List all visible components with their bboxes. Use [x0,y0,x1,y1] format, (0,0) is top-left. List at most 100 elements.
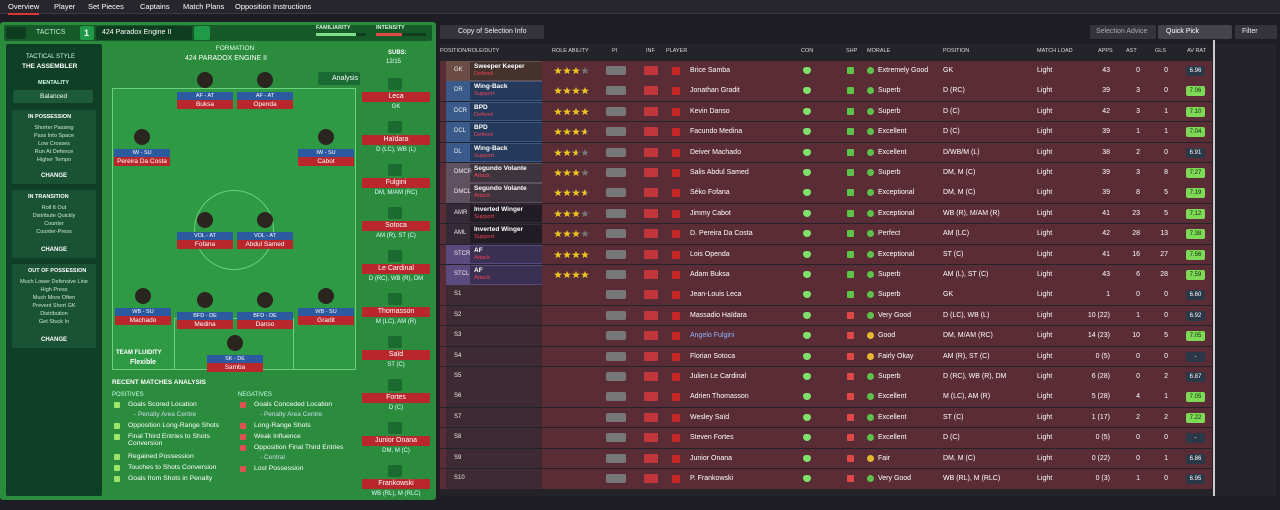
player-name[interactable]: Séko Fofana [690,189,730,197]
table-row[interactable] [440,142,1212,163]
table-row[interactable] [440,387,1212,407]
player-name[interactable]: Medina [177,320,233,329]
player-name[interactable]: Danso [237,320,293,329]
table-row[interactable] [440,122,1212,142]
tab[interactable]: Overview [8,2,40,15]
table-row[interactable] [440,407,1212,428]
filter-button[interactable] [1235,25,1277,39]
change-button[interactable]: CHANGE [40,337,67,343]
player-name[interactable]: P. Frankowski [690,475,734,482]
player-name[interactable]: Machado [115,316,171,325]
sub-name[interactable]: Fulgini [362,178,430,188]
column-header[interactable]: ROLE ABILITY [552,48,589,54]
table-row[interactable] [440,61,1212,81]
tab[interactable]: Captains [140,2,170,11]
column-header[interactable]: POSITION [943,48,970,54]
sub-position: D (C) [388,405,404,411]
player-name[interactable]: Florian Sotoca [690,352,736,360]
player-name[interactable]: Wesley Saïd [690,413,730,421]
player-name[interactable]: Pereira Da Costa [114,157,170,166]
advice-button[interactable] [1090,25,1156,39]
player-name[interactable]: Jean-Louis Leca [690,291,742,299]
table-row[interactable] [440,244,1212,265]
column-header[interactable]: INF [646,48,655,54]
player-name[interactable]: Massadio Haïdara [690,311,747,319]
table-row[interactable] [440,81,1212,101]
column-header[interactable]: AV RAT [1187,48,1207,54]
player-name[interactable]: Openda [237,100,293,109]
player-name[interactable]: Kevin Danso [690,107,730,115]
player-role: IW - SU [114,149,170,157]
sub-name[interactable]: Le Cardinal [362,264,430,274]
player-name[interactable]: Angelo Fulgini [690,332,735,340]
player-name[interactable]: Julien Le Cardinal [690,373,747,380]
sub-name[interactable]: Thomasson [362,307,430,317]
column-header[interactable]: PI [612,48,618,54]
player-name[interactable]: Lois Openda [690,250,730,258]
tab[interactable]: Opposition Instructions [235,2,312,11]
table-row[interactable] [440,101,1212,122]
table-row[interactable] [440,163,1212,183]
table-row[interactable] [440,448,1212,469]
player-name[interactable]: Deiver Machado [690,148,741,156]
tab[interactable]: Set Pieces [88,2,124,11]
table-row[interactable] [440,469,1212,489]
star-shape [572,230,580,238]
sub-name[interactable]: Haïdara [362,135,430,145]
analysis-button[interactable] [318,72,360,85]
player-name[interactable]: Steven Fortes [690,434,734,442]
sub-name[interactable]: Sotoca [362,221,430,231]
table-row[interactable] [440,224,1212,244]
player-name[interactable]: Adrien Thomasson [690,393,749,401]
back-button[interactable] [6,27,26,39]
player-name[interactable]: Adam Buksa [690,271,730,278]
table-row[interactable] [440,203,1212,224]
player-name[interactable]: Samba [207,363,263,372]
player-name[interactable]: Jonathan Gradit [690,87,740,95]
player-name[interactable]: Jimmy Cabot [690,209,731,217]
column-header[interactable]: GLS [1155,48,1167,54]
tab[interactable]: Match Plans [183,2,225,11]
table-row[interactable] [440,428,1212,448]
change-button[interactable]: CHANGE [40,247,67,253]
player-name[interactable]: Cabot [298,157,354,166]
sub-name[interactable]: Saïd [362,350,430,360]
player-name[interactable]: Gradit [298,316,354,325]
player-name[interactable]: Brice Samba [690,67,731,74]
table-row[interactable] [440,265,1212,285]
table-row[interactable] [440,183,1212,203]
sub-name[interactable]: Junior Onana [362,436,430,446]
player-name[interactable]: D. Pereira Da Costa [690,230,753,238]
table-row[interactable] [440,367,1212,387]
player-name[interactable]: Buksa [177,100,233,109]
column-header[interactable]: CON [801,48,814,54]
inf-icon [644,249,658,259]
column-header[interactable]: APPS [1098,48,1113,54]
sub-name[interactable]: Frankowski [362,479,430,489]
quickpick-button[interactable] [1158,25,1232,39]
table-row[interactable] [440,326,1212,346]
player-name[interactable]: Salis Abdul Samed [690,169,749,176]
column-header[interactable]: PLAYER [666,48,688,54]
tab[interactable]: Player [54,2,76,11]
tactic-select[interactable] [96,26,192,40]
column-header[interactable]: POSITION/ROLE/DUTY [440,48,500,54]
player-name[interactable]: Abdul Samed [237,240,293,249]
column-header[interactable]: MATCH LOAD [1037,48,1073,54]
sub-name[interactable]: Fortes [362,393,430,403]
table-row[interactable] [440,346,1212,367]
column-header[interactable]: AST [1126,48,1137,54]
mentality-select[interactable] [13,90,93,103]
table-row[interactable] [440,305,1212,326]
table-row[interactable] [440,285,1212,305]
player-name[interactable]: Facundo Medina [690,128,743,136]
column-header[interactable]: SHP [846,48,858,54]
column-header[interactable]: MORALE [867,48,891,54]
position: AM (L), ST (C) [943,271,989,278]
change-button[interactable]: CHANGE [40,173,67,179]
sub-name[interactable]: Leca [362,92,430,102]
player-name[interactable]: Fofana [177,240,233,249]
add-tactic[interactable] [194,26,210,40]
view-select[interactable] [440,25,544,39]
player-name[interactable]: Junior Onana [690,454,733,462]
